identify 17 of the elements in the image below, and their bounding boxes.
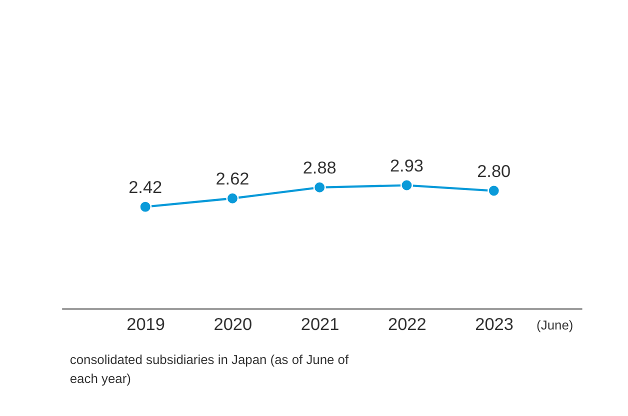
- x-tick-label: 2022: [388, 314, 426, 334]
- x-tick-label: 2019: [126, 314, 165, 334]
- point: [226, 192, 239, 205]
- data-label: 2.88: [302, 158, 336, 178]
- point: [488, 184, 500, 198]
- x-tick-label: 2021: [300, 314, 340, 334]
- point: [313, 181, 326, 194]
- data-label: 2.42: [128, 177, 162, 198]
- data-label: 2.62: [216, 168, 250, 189]
- point: [400, 179, 414, 192]
- x-tick-label: 2020: [214, 314, 252, 334]
- text: consolidated subsidiaries in Japan (as of June of each year): [70, 352, 349, 386]
- x-tick-label: 2023: [475, 314, 514, 334]
- data-label: 2.93: [390, 155, 424, 176]
- text: (June): [536, 318, 574, 333]
- data-label: 2.80: [477, 160, 511, 181]
- point: [139, 200, 152, 214]
